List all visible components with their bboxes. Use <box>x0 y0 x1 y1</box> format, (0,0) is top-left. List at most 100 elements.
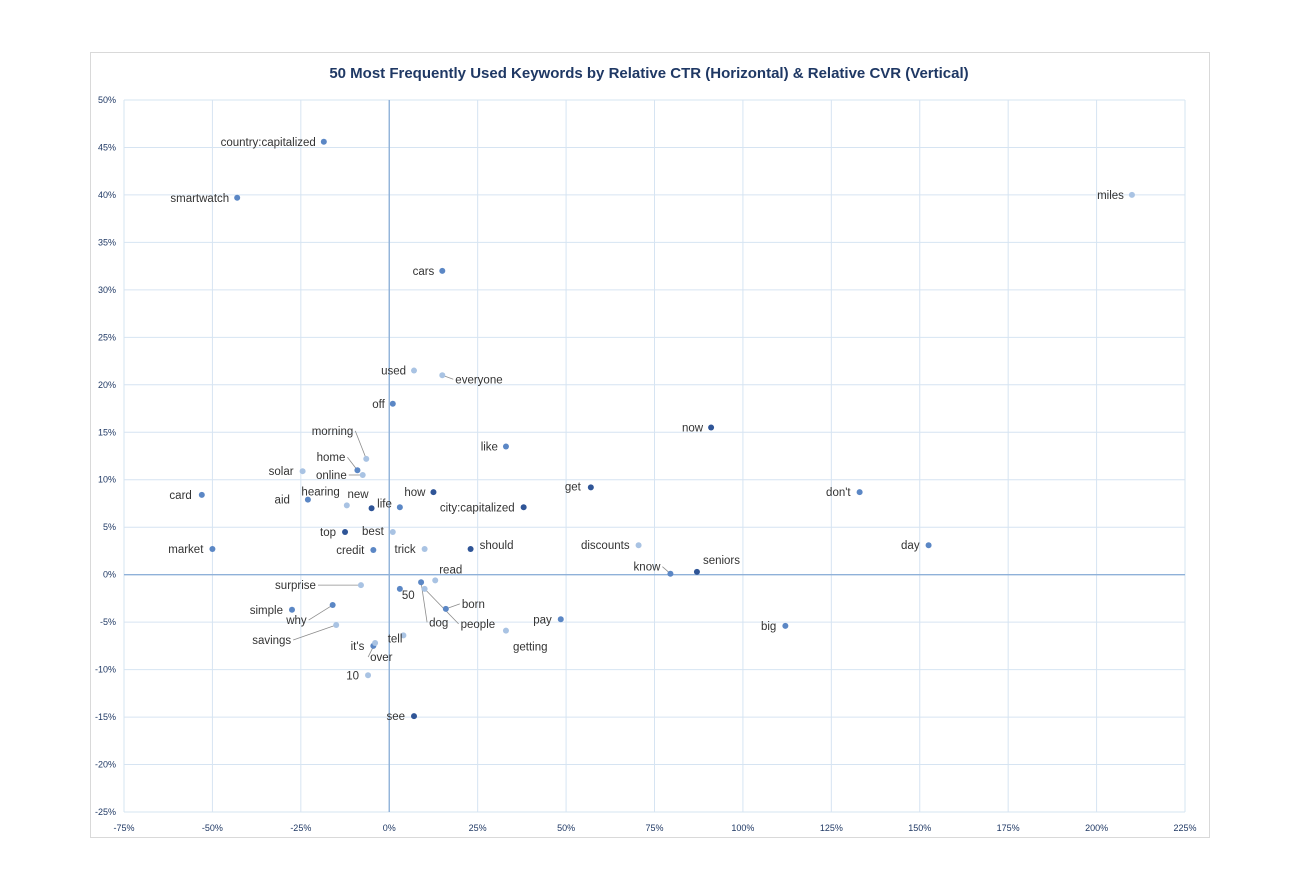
data-point <box>234 194 241 201</box>
axes <box>124 100 1185 812</box>
y-tick-label: 40% <box>98 190 116 200</box>
data-point <box>925 542 932 549</box>
y-tick-label: 45% <box>98 142 116 152</box>
data-label: day <box>901 540 920 552</box>
data-label: seniors <box>703 555 740 567</box>
data-label: should <box>480 540 514 552</box>
data-point <box>304 496 311 503</box>
data-point <box>299 468 306 475</box>
data-label: credit <box>336 545 365 557</box>
data-label: best <box>362 526 385 538</box>
data-point <box>439 372 446 379</box>
y-tick-label: 20% <box>98 380 116 390</box>
x-tick-label: 75% <box>645 823 663 833</box>
data-label: it's <box>351 641 365 653</box>
y-tick-label: -5% <box>100 617 116 627</box>
data-label: why <box>285 615 307 627</box>
y-tick-label: -20% <box>95 760 116 770</box>
data-point <box>359 471 366 478</box>
data-label: don't <box>826 487 851 499</box>
data-point <box>320 138 327 145</box>
data-label: miles <box>1097 190 1124 202</box>
data-points <box>198 138 1135 720</box>
data-label: people <box>461 619 496 631</box>
x-tick-label: 150% <box>908 823 931 833</box>
data-point <box>587 484 594 491</box>
data-point <box>708 424 715 431</box>
leader-line <box>354 430 367 459</box>
data-point <box>354 467 361 474</box>
x-tick-label: 200% <box>1085 823 1108 833</box>
data-label: big <box>761 621 776 633</box>
leader-line <box>424 588 459 625</box>
x-tick-label: 225% <box>1173 823 1196 833</box>
y-tick-label: 35% <box>98 237 116 247</box>
data-label: 50 <box>402 590 415 602</box>
data-label: market <box>168 544 204 556</box>
data-label: pay <box>533 614 552 626</box>
x-tick-label: 125% <box>820 823 843 833</box>
data-point <box>396 585 403 592</box>
y-tick-label: 5% <box>103 522 116 532</box>
data-label: trick <box>395 544 416 556</box>
data-label: hearing <box>301 486 339 498</box>
data-label: solar <box>269 466 294 478</box>
data-label: discounts <box>581 540 630 552</box>
data-label: off <box>372 399 385 411</box>
data-point <box>368 505 375 512</box>
data-point <box>467 546 474 553</box>
data-point <box>502 443 509 450</box>
data-label: cars <box>413 266 435 278</box>
data-point <box>288 606 295 613</box>
data-label: top <box>320 527 336 539</box>
y-tick-label: -15% <box>95 712 116 722</box>
data-point <box>333 621 340 628</box>
data-point <box>396 504 403 511</box>
data-label: country:capitalized <box>221 137 316 149</box>
data-label: getting <box>513 642 548 654</box>
data-point <box>389 528 396 535</box>
data-point <box>198 491 205 498</box>
data-label: savings <box>252 635 291 647</box>
data-label: smartwatch <box>170 193 229 205</box>
data-label: life <box>377 498 392 510</box>
data-label: 10 <box>346 670 359 682</box>
x-tick-label: 0% <box>383 823 396 833</box>
data-point <box>667 570 674 577</box>
data-point <box>856 489 863 496</box>
data-point <box>329 602 336 609</box>
data-label: see <box>386 711 405 723</box>
x-tick-label: -25% <box>290 823 311 833</box>
data-point <box>411 713 418 720</box>
data-point <box>372 640 379 647</box>
data-label: simple <box>250 605 283 617</box>
chart-frame <box>90 52 1210 838</box>
data-label: like <box>481 442 498 454</box>
data-labels: country:capitalized smartwatch miles cars us… <box>168 137 1124 723</box>
y-tick-label: -10% <box>95 665 116 675</box>
data-point <box>400 632 407 639</box>
gridlines <box>123 99 1186 813</box>
y-tick-label: 50% <box>98 95 116 105</box>
data-point <box>782 622 789 629</box>
data-point <box>365 672 372 679</box>
data-point <box>442 605 449 612</box>
x-tick-label: 100% <box>731 823 754 833</box>
x-tick-label: -75% <box>113 823 134 833</box>
y-tick-label: 25% <box>98 332 116 342</box>
data-label: home <box>317 452 346 464</box>
x-tick-label: 25% <box>469 823 487 833</box>
data-point <box>209 546 216 553</box>
data-label: city:capitalized <box>440 502 515 514</box>
y-tick-label: 15% <box>98 427 116 437</box>
tick-labels: -75% -50% -25% 0% 25% 50% 75% 100% 125% 150% 175% 2… <box>95 95 1197 833</box>
chart-title: 50 Most Frequently Used Keywords by Rela… <box>329 65 968 82</box>
y-tick-label: -25% <box>95 807 116 817</box>
data-label: morning <box>312 426 354 438</box>
data-point <box>520 504 527 511</box>
data-point <box>343 502 350 509</box>
y-tick-label: 0% <box>103 570 116 580</box>
data-point <box>357 582 364 589</box>
x-tick-label: 50% <box>557 823 575 833</box>
